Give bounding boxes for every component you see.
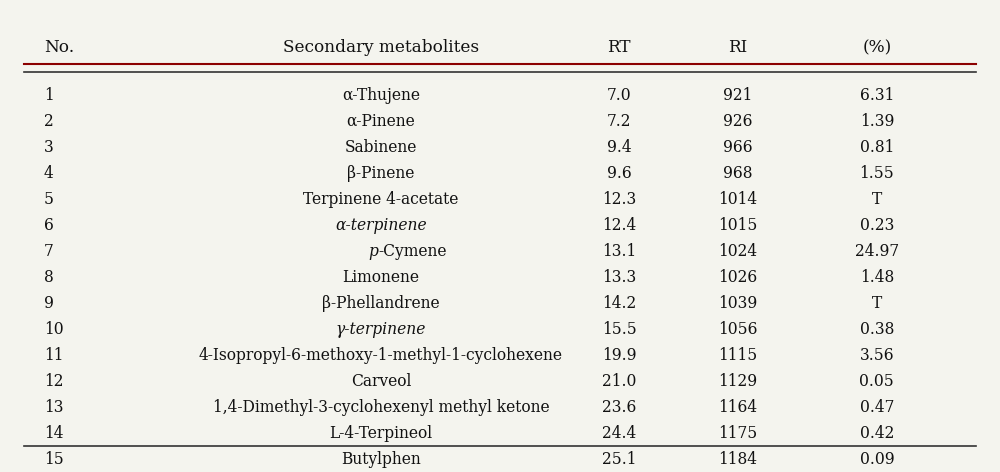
Text: RT: RT bbox=[607, 39, 631, 56]
Text: Carveol: Carveol bbox=[351, 373, 411, 390]
Text: 13.1: 13.1 bbox=[602, 243, 636, 260]
Text: 2: 2 bbox=[44, 113, 54, 130]
Text: 13.3: 13.3 bbox=[602, 269, 636, 286]
Text: Terpinene 4-acetate: Terpinene 4-acetate bbox=[303, 191, 459, 208]
Text: 0.47: 0.47 bbox=[860, 399, 894, 416]
Text: 6.31: 6.31 bbox=[860, 87, 894, 104]
Text: 1026: 1026 bbox=[718, 269, 758, 286]
Text: 0.38: 0.38 bbox=[860, 320, 894, 338]
Text: L-4-Terpineol: L-4-Terpineol bbox=[329, 425, 433, 442]
Text: 12: 12 bbox=[44, 373, 63, 390]
Text: 25.1: 25.1 bbox=[602, 451, 636, 468]
Text: 1,4-Dimethyl-3-cyclohexenyl methyl ketone: 1,4-Dimethyl-3-cyclohexenyl methyl keton… bbox=[213, 399, 549, 416]
Text: 1164: 1164 bbox=[718, 399, 758, 416]
Text: 1039: 1039 bbox=[718, 295, 758, 312]
Text: 19.9: 19.9 bbox=[602, 347, 636, 364]
Text: 0.42: 0.42 bbox=[860, 425, 894, 442]
Text: 1: 1 bbox=[44, 87, 54, 104]
Text: 3.56: 3.56 bbox=[860, 347, 894, 364]
Text: 6: 6 bbox=[44, 217, 54, 234]
Text: γ-terpinene: γ-terpinene bbox=[336, 320, 426, 338]
Text: 966: 966 bbox=[723, 139, 753, 156]
Text: 8: 8 bbox=[44, 269, 54, 286]
Text: 10: 10 bbox=[44, 320, 63, 338]
Text: α-Pinene: α-Pinene bbox=[347, 113, 415, 130]
Text: 24.97: 24.97 bbox=[855, 243, 899, 260]
Text: 1184: 1184 bbox=[718, 451, 758, 468]
Text: 1024: 1024 bbox=[718, 243, 758, 260]
Text: 14.2: 14.2 bbox=[602, 295, 636, 312]
Text: p: p bbox=[368, 243, 378, 260]
Text: 926: 926 bbox=[723, 113, 753, 130]
Text: 1014: 1014 bbox=[718, 191, 758, 208]
Text: 0.09: 0.09 bbox=[860, 451, 894, 468]
Text: 968: 968 bbox=[723, 165, 753, 182]
Text: 23.6: 23.6 bbox=[602, 399, 636, 416]
Text: Limonene: Limonene bbox=[343, 269, 420, 286]
Text: No.: No. bbox=[44, 39, 74, 56]
Text: 15.5: 15.5 bbox=[602, 320, 636, 338]
Text: 15: 15 bbox=[44, 451, 64, 468]
Text: β-Phellandrene: β-Phellandrene bbox=[322, 295, 440, 312]
Text: 9.4: 9.4 bbox=[607, 139, 631, 156]
Text: 14: 14 bbox=[44, 425, 63, 442]
Text: 12.3: 12.3 bbox=[602, 191, 636, 208]
Text: β-Pinene: β-Pinene bbox=[347, 165, 415, 182]
Text: 1115: 1115 bbox=[718, 347, 758, 364]
Text: 0.23: 0.23 bbox=[860, 217, 894, 234]
Text: 24.4: 24.4 bbox=[602, 425, 636, 442]
Text: 1.48: 1.48 bbox=[860, 269, 894, 286]
Text: 0.81: 0.81 bbox=[860, 139, 894, 156]
Text: 13: 13 bbox=[44, 399, 63, 416]
Text: Secondary metabolites: Secondary metabolites bbox=[283, 39, 479, 56]
Text: 7: 7 bbox=[44, 243, 54, 260]
Text: 9: 9 bbox=[44, 295, 54, 312]
Text: 1056: 1056 bbox=[718, 320, 758, 338]
Text: Sabinene: Sabinene bbox=[345, 139, 417, 156]
Text: (%): (%) bbox=[862, 39, 891, 56]
Text: 21.0: 21.0 bbox=[602, 373, 636, 390]
Text: 12.4: 12.4 bbox=[602, 217, 636, 234]
Text: 0.05: 0.05 bbox=[859, 373, 894, 390]
Text: T: T bbox=[872, 295, 882, 312]
Text: 5: 5 bbox=[44, 191, 54, 208]
Text: 1.39: 1.39 bbox=[860, 113, 894, 130]
Text: α-terpinene: α-terpinene bbox=[335, 217, 427, 234]
Text: 7.0: 7.0 bbox=[607, 87, 631, 104]
Text: 7.2: 7.2 bbox=[607, 113, 631, 130]
Text: 4: 4 bbox=[44, 165, 54, 182]
Text: 11: 11 bbox=[44, 347, 63, 364]
Text: 1175: 1175 bbox=[718, 425, 758, 442]
Text: -Cymene: -Cymene bbox=[378, 243, 447, 260]
Text: 3: 3 bbox=[44, 139, 54, 156]
Text: 1015: 1015 bbox=[718, 217, 758, 234]
Text: 1129: 1129 bbox=[718, 373, 758, 390]
Text: α-Thujene: α-Thujene bbox=[342, 87, 420, 104]
Text: T: T bbox=[872, 191, 882, 208]
Text: RI: RI bbox=[728, 39, 748, 56]
Text: 4-Isopropyl-6-methoxy-1-methyl-1-cyclohexene: 4-Isopropyl-6-methoxy-1-methyl-1-cyclohe… bbox=[199, 347, 563, 364]
Text: Butylphen: Butylphen bbox=[341, 451, 421, 468]
Text: 1.55: 1.55 bbox=[859, 165, 894, 182]
Text: 921: 921 bbox=[723, 87, 753, 104]
Text: 9.6: 9.6 bbox=[607, 165, 631, 182]
